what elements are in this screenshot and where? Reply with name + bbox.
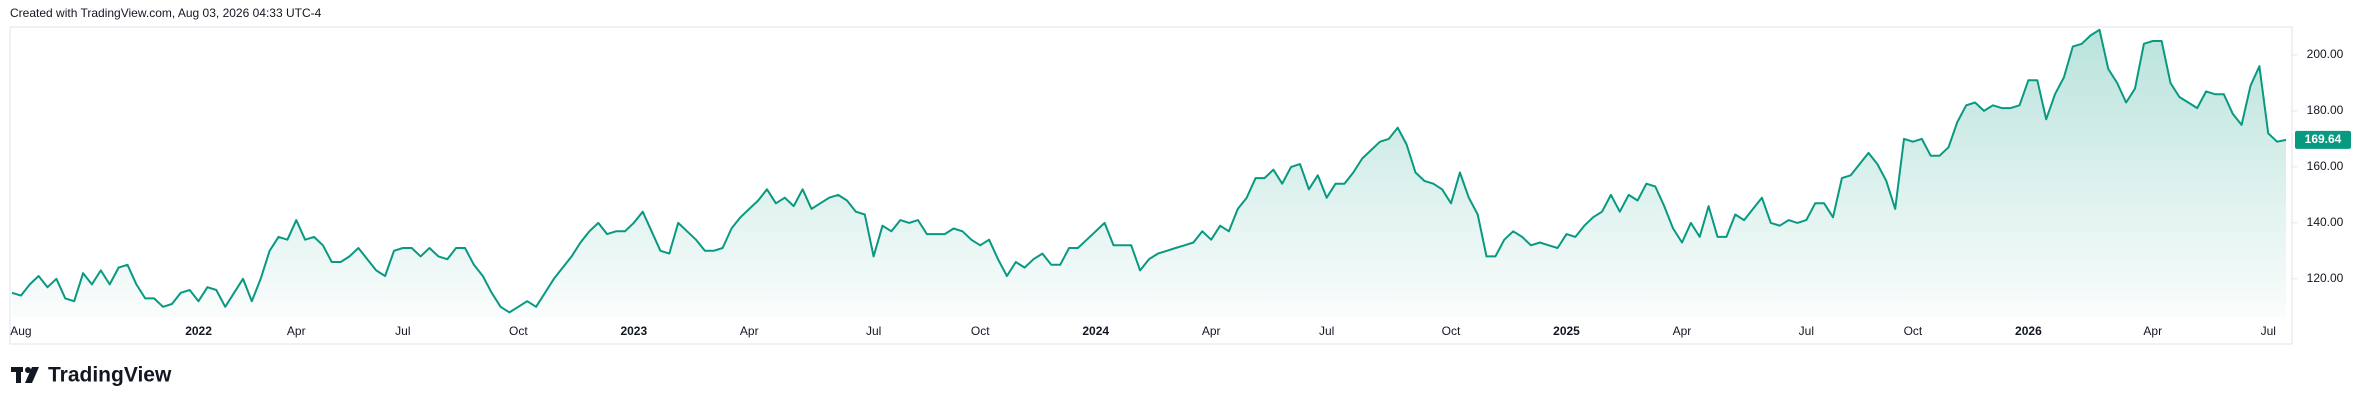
area xyxy=(12,29,2286,319)
x-tick-label: Jul xyxy=(1319,324,1334,338)
x-tick-label: Apr xyxy=(1673,324,1692,338)
y-tick-label: 140.00 xyxy=(2307,215,2344,229)
y-tick-label: 200.00 xyxy=(2307,47,2344,61)
brand-logo xyxy=(11,367,39,383)
x-tick-label: Oct xyxy=(509,324,528,338)
plot-frame xyxy=(9,26,2293,345)
x-tick-label: 2026 xyxy=(2015,324,2042,338)
x-tick-label: Jul xyxy=(2261,324,2276,338)
y-tick-label: 160.00 xyxy=(2307,159,2344,173)
x-tick-label: Apr xyxy=(1202,324,1221,338)
plot: 120.00 140.00 160.00 180.00 200.00 Aug 2022 Apr… xyxy=(10,28,2351,338)
x-tick-label: Apr xyxy=(740,324,759,338)
x-tick-label: Oct xyxy=(1904,324,1923,338)
price-line xyxy=(11,28,2287,314)
x-tick-label: Jul xyxy=(866,324,881,338)
x-tick-label: Apr xyxy=(287,324,306,338)
x-tick-label: 2024 xyxy=(1082,324,1109,338)
caption: Created with TradingView.com, Aug 03, 20… xyxy=(10,6,322,20)
x-tick-label: Apr xyxy=(2143,324,2162,338)
x-tick-label: Oct xyxy=(1442,324,1461,338)
x-tick-label: 2025 xyxy=(1553,324,1580,338)
x-tick-label: 2023 xyxy=(620,324,647,338)
x-tick-label: Oct xyxy=(971,324,990,338)
x-tick-label: Jul xyxy=(1799,324,1814,338)
x-tick-label: 2022 xyxy=(185,324,212,338)
y-tick-label: 120.00 xyxy=(2307,271,2344,285)
brand: TradingView xyxy=(48,364,172,387)
last-price-label: 169.64 xyxy=(2305,132,2342,146)
x-tick-label: Jul xyxy=(395,324,410,338)
x-tick-label: Aug xyxy=(10,324,31,338)
y-tick-label: 180.00 xyxy=(2307,103,2344,117)
last-price-tag xyxy=(2295,130,2351,149)
